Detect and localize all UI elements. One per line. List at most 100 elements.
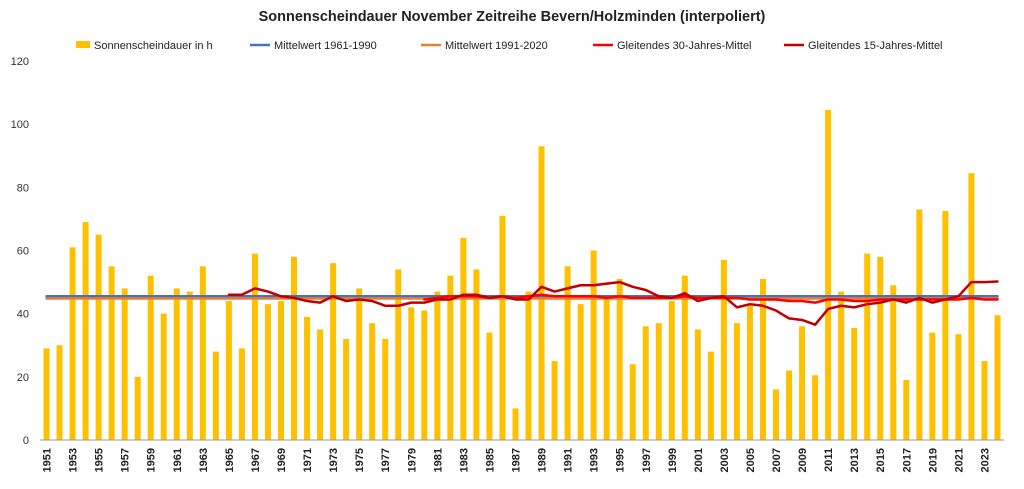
bar (460, 237, 467, 440)
bar (942, 211, 949, 440)
bar (56, 345, 63, 440)
x-tick-label: 1987 (510, 448, 522, 472)
y-tick-label: 0 (23, 435, 29, 447)
bar (825, 109, 832, 440)
legend-label: Mittelwert 1991-2020 (445, 40, 548, 52)
bar (421, 310, 428, 440)
bar (434, 291, 441, 440)
bar (642, 326, 649, 440)
x-tick-label: 2003 (719, 448, 731, 472)
bar (43, 348, 50, 440)
bar (343, 338, 350, 440)
x-tick-label: 1989 (537, 448, 549, 472)
bar (291, 256, 298, 440)
x-tick-label: 1967 (250, 448, 262, 472)
bar (147, 275, 154, 440)
bar (694, 329, 701, 440)
bar (551, 361, 558, 440)
x-tick-label: 1999 (667, 448, 679, 472)
x-tick-label: 2017 (901, 448, 913, 472)
x-tick-label: 2019 (927, 448, 939, 472)
bar (903, 379, 910, 440)
y-tick-label: 40 (17, 309, 29, 321)
bar (603, 297, 610, 441)
bar (799, 326, 806, 440)
bar (121, 288, 128, 440)
x-tick-label: 1951 (42, 448, 54, 472)
bar (655, 323, 662, 440)
bar (212, 351, 219, 440)
x-tick-label: 2001 (693, 448, 705, 472)
bar (760, 278, 766, 440)
legend: Sonnenscheindauer in h Mittelwert 1961-19… (76, 40, 943, 52)
bar (304, 316, 311, 440)
bar (173, 288, 180, 440)
bar (82, 222, 89, 440)
x-tick-label: 1965 (224, 448, 236, 472)
y-tick-label: 60 (17, 246, 29, 258)
bar (382, 338, 389, 440)
legend-label: Gleitendes 30-Jahres-Mittel (617, 40, 752, 52)
x-tick-label: 1975 (354, 448, 366, 472)
bar (486, 332, 493, 440)
legend-label: Sonnenscheindauer in h (94, 40, 213, 52)
x-tick-label: 1963 (198, 448, 210, 472)
x-tick-label: 1959 (146, 448, 158, 472)
x-tick-label: 2013 (849, 448, 861, 472)
bar (238, 348, 245, 440)
y-tick-label: 120 (11, 56, 29, 68)
bar (473, 269, 480, 440)
chart-title: Sonnenscheindauer November Zeitreihe Bev… (259, 9, 766, 25)
x-tick-label: 1985 (484, 448, 496, 472)
x-tick-label: 1977 (380, 448, 392, 472)
x-tick-label: 1995 (615, 448, 627, 472)
bar (590, 250, 597, 440)
bar (317, 329, 324, 440)
bar (186, 291, 193, 440)
bar (95, 234, 102, 440)
legend-swatch (76, 41, 90, 48)
x-axis: 1951 1953 1955 1957 1959 1961 1963 1965 1967 1969… (40, 439, 1004, 472)
bar (564, 266, 571, 440)
bar (668, 301, 675, 440)
bar (616, 278, 623, 440)
bar (356, 288, 363, 440)
bar (225, 301, 232, 440)
x-tick-label: 2011 (823, 448, 835, 472)
bar (199, 266, 206, 440)
bar (864, 253, 871, 440)
bar (851, 327, 858, 440)
bar (812, 375, 819, 440)
x-tick-label: 2023 (979, 448, 991, 472)
bar (577, 304, 584, 440)
x-tick-label: 1979 (406, 448, 418, 472)
bar (968, 173, 975, 440)
bar-series (43, 109, 1001, 441)
bar (890, 285, 897, 440)
x-tick-label: 2009 (797, 448, 809, 472)
x-tick-label: 1991 (563, 448, 575, 472)
bar (629, 364, 636, 440)
bar (786, 370, 793, 440)
x-tick-label: 1973 (328, 448, 340, 472)
bar (395, 269, 402, 440)
x-tick-label: 2015 (875, 448, 887, 472)
bar (981, 361, 988, 440)
bar (251, 253, 258, 440)
bar (369, 323, 376, 440)
x-tick-label: 1953 (68, 448, 80, 472)
x-tick-label: 1997 (641, 448, 653, 472)
bar (447, 275, 454, 440)
series-line-gleitendes-15-jahres-mittel (227, 280, 999, 326)
x-tick-label: 1957 (120, 448, 132, 472)
bar (408, 307, 415, 440)
bar (264, 304, 271, 440)
bar (707, 351, 714, 440)
bar (538, 146, 545, 440)
legend-label: Mittelwert 1961-1990 (274, 40, 377, 52)
bar (955, 334, 962, 440)
x-tick-label: 2007 (771, 448, 783, 472)
x-tick-label: 1971 (302, 448, 314, 472)
